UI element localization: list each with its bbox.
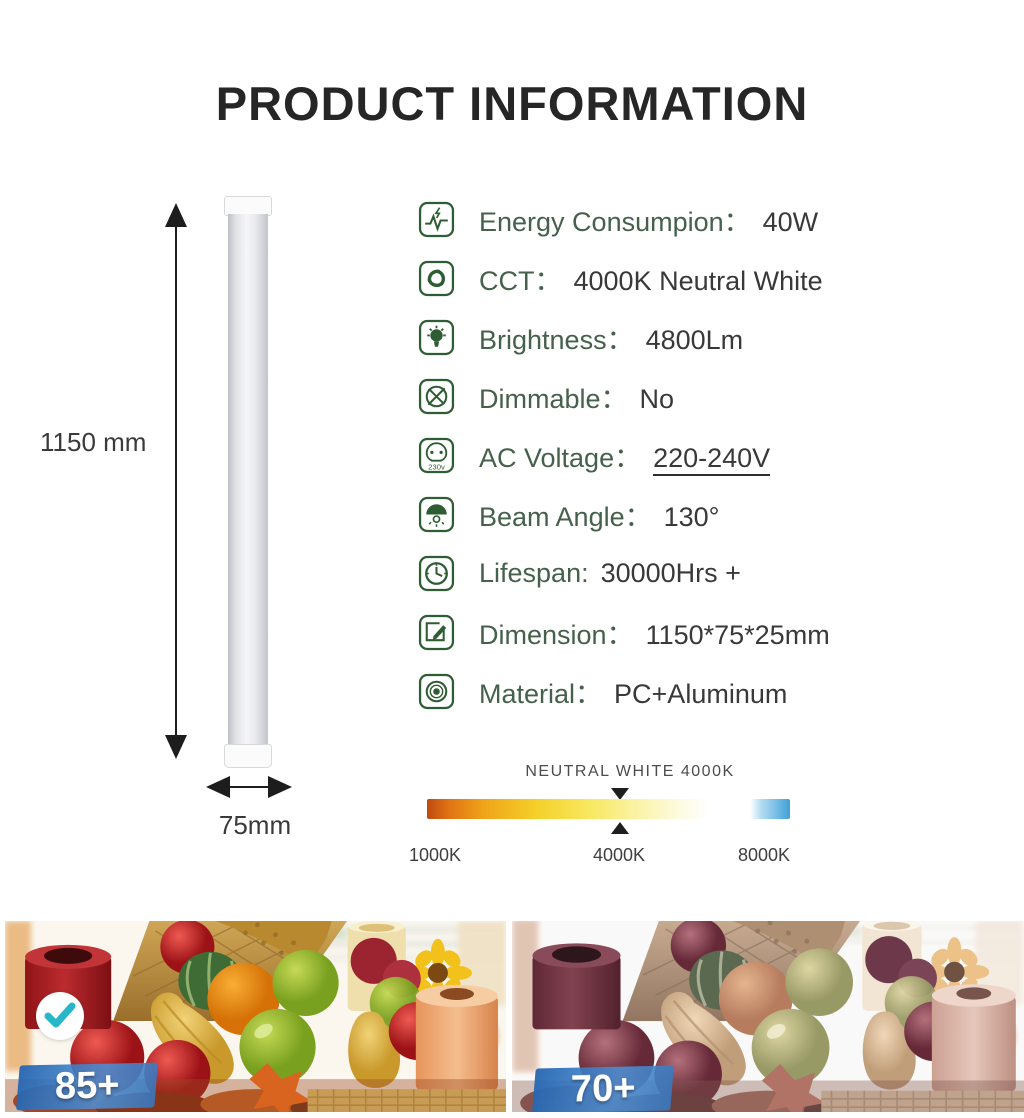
cri-photo-high: 85+ — [5, 921, 506, 1112]
beam-angle-icon — [418, 496, 455, 533]
cct-tick-1000k: 1000K — [409, 845, 462, 865]
spec-value: 130° — [663, 502, 720, 532]
tube-height-label: 1150 mm — [40, 427, 147, 457]
spec-row-voltage: 230v AC Voltage： 220-240V — [418, 437, 830, 476]
energy-icon — [418, 201, 455, 238]
tube-body — [228, 214, 268, 746]
spec-value: 1150*75*25mm — [645, 620, 830, 650]
dimension-arrow-right-icon — [268, 776, 292, 798]
spec-value: No — [639, 384, 675, 414]
cri-value: 70+ — [570, 1067, 636, 1111]
cct-tick-8000k: 8000K — [738, 845, 791, 865]
marker-triangle-up-icon — [611, 822, 629, 834]
lifespan-icon — [418, 555, 455, 592]
cri-badge-85: 85+ — [15, 1062, 159, 1111]
cct-tick-4000k: 4000K — [593, 845, 646, 865]
spec-label: AC Voltage： — [479, 443, 642, 473]
cct-icon — [418, 260, 455, 297]
dimension-arrow-up-icon — [165, 203, 187, 227]
spec-value: 4800Lm — [645, 325, 744, 355]
spec-row-lifespan: Lifespan: 30000Hrs + — [418, 555, 830, 592]
cct-scale-title: NEUTRAL WHITE 4000K — [525, 763, 735, 780]
spec-value: 40W — [762, 207, 819, 237]
spec-label: Dimmable： — [479, 384, 628, 414]
check-icon — [44, 1002, 76, 1028]
horizontal-dimension-line — [226, 786, 272, 788]
cri-value: 85+ — [54, 1064, 120, 1108]
page-title: PRODUCT INFORMATION — [215, 77, 809, 130]
cri-badge-70: 70+ — [531, 1065, 675, 1112]
spec-value: 30000Hrs + — [600, 558, 741, 588]
voltage-icon: 230v — [418, 437, 455, 474]
spec-row-dimmable: Dimmable： No — [418, 378, 830, 415]
spec-row-energy: Energy Consumpion： 40W — [418, 201, 830, 238]
spec-list: Energy Consumpion： 40W CCT： 4000K Neutral … — [418, 201, 830, 732]
tube-bottom-cap — [224, 744, 272, 768]
dimension-arrow-down-icon — [165, 735, 187, 759]
spec-row-brightness: Brightness： 4800Lm — [418, 319, 830, 356]
spec-label: Lifespan: — [479, 558, 589, 588]
spec-row-beam-angle: Beam Angle： 130° — [418, 496, 830, 533]
spec-label: Dimension： — [479, 620, 634, 650]
material-icon — [418, 673, 455, 710]
spec-label: CCT： — [479, 266, 562, 296]
dimmable-icon — [418, 378, 455, 415]
spec-row-material: Material： PC+Aluminum — [418, 673, 830, 710]
check-badge — [36, 992, 84, 1040]
svg-text:230v: 230v — [428, 462, 445, 471]
dimension-icon — [418, 614, 455, 651]
brightness-icon — [418, 319, 455, 356]
spec-value: 4000K Neutral White — [573, 266, 823, 296]
spec-label: Brightness： — [479, 325, 634, 355]
vertical-dimension-line — [175, 224, 177, 738]
cri-photo-low: 70+ — [512, 921, 1024, 1112]
spec-value: PC+Aluminum — [614, 679, 788, 709]
spec-value: 220-240V — [653, 443, 771, 476]
dimension-arrow-left-icon — [206, 776, 230, 798]
cct-gradient-bar — [427, 799, 790, 819]
spec-label: Beam Angle： — [479, 502, 652, 532]
tube-width-label: 75mm — [218, 810, 292, 840]
spec-label: Material： — [479, 679, 603, 709]
marker-triangle-down-icon — [611, 788, 629, 800]
spec-row-cct: CCT： 4000K Neutral White — [418, 260, 830, 297]
spec-row-dimension: Dimension： 1150*75*25mm — [418, 614, 830, 651]
tube-top-cap — [224, 196, 272, 216]
spec-label: Energy Consumpion： — [479, 207, 751, 237]
